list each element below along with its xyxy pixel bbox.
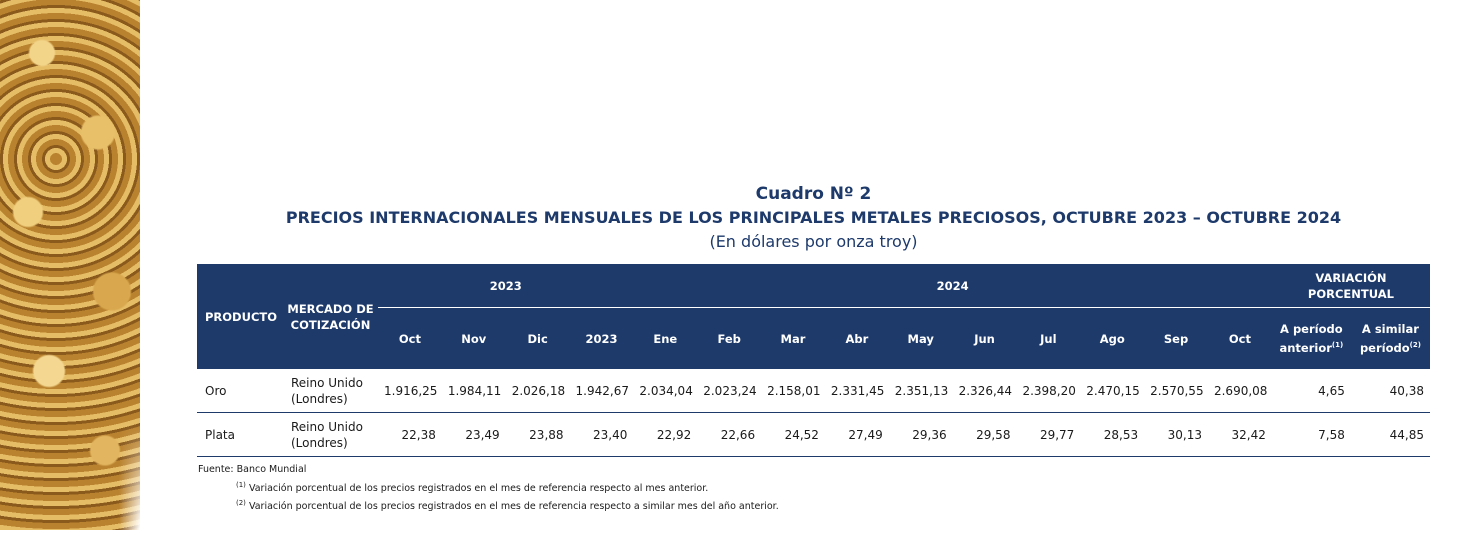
value: 22,92 (633, 412, 698, 457)
source: Fuente: Banco Mundial (198, 464, 307, 475)
gold-image (0, 0, 140, 530)
value: 23,49 (441, 412, 506, 457)
value: 2.470,15 (1080, 369, 1145, 413)
column-header: Nov (441, 307, 506, 369)
price-table: PRODUCTO MERCADO DE COTIZACIÓN 2023 2024 VAR… (197, 264, 1430, 457)
note-mark: (2) (1409, 341, 1421, 350)
note-mark: (2) (236, 499, 246, 508)
note-text: Variación porcentual de los precios regi… (248, 501, 779, 513)
value: 40,38 (1350, 369, 1430, 413)
titles: Cuadro Nº 2 PRECIOS INTERNACIONALES MENS… (197, 182, 1430, 254)
header-row: Oct Nov Dic 2023 Ene Feb Mar Abr May Jun Jul Ago Sep… (197, 307, 1430, 369)
value: 2.331,45 (824, 369, 889, 413)
value: 2.690,08 (1207, 369, 1272, 413)
column-header: Mar (761, 307, 825, 369)
header-cell: MERCADO DE COTIZACIÓN (283, 264, 378, 369)
header-row: PRODUCTO MERCADO DE COTIZACIÓN 2023 2024 VAR… (197, 264, 1430, 369)
value: 2.026,18 (505, 369, 570, 413)
note-mark: (1) (1331, 341, 1344, 350)
column-label: A similar período (1359, 322, 1419, 355)
column-header: Abr (824, 307, 889, 369)
value: 2.398,20 (1016, 369, 1081, 413)
table-body: Oro Reino Unido (Londres) 1.916,25 1.984,11… (197, 369, 1430, 457)
column-header: Feb (697, 307, 762, 369)
subtitle: PRECIOS INTERNACIONALES MENSUALES DE LOS… (285, 208, 1342, 227)
value: 2.351,13 (888, 369, 953, 413)
product: Oro (197, 369, 283, 413)
column-header: A período anterior(1) (1271, 307, 1351, 369)
footnote: (1) Variación porcentual de los precios … (198, 478, 779, 497)
column-header: Ene (633, 307, 698, 369)
column-header: Ago (1080, 307, 1145, 369)
value: 4,65 (1271, 369, 1351, 413)
title: Cuadro Nº 2 (755, 184, 872, 204)
value: 1.984,11 (441, 369, 506, 413)
column-header: May (888, 307, 953, 369)
market: Reino Unido (Londres) (283, 369, 378, 413)
market: Reino Unido (Londres) (283, 412, 378, 457)
value: 29,36 (888, 412, 953, 457)
value: 44,85 (1350, 412, 1430, 457)
table-header: PRODUCTO MERCADO DE COTIZACIÓN 2023 2024 VAR… (197, 264, 1430, 369)
value: 2.158,01 (761, 369, 825, 413)
group-header: VARIACIÓN PORCENTUAL (1271, 264, 1430, 308)
table-row: Plata Reino Unido (Londres) 22,38 23,49 23,8… (197, 412, 1430, 457)
footer: Fuente: Banco Mundial (1) Variación porc… (198, 463, 779, 515)
column-header: Oct (378, 307, 442, 369)
value: 23,88 (505, 412, 570, 457)
footnote: (2) Variación porcentual de los precios … (198, 496, 779, 515)
table-row: Oro Reino Unido (Londres) 1.916,25 1.984,11… (197, 369, 1430, 413)
unit: (En dólares por onza troy) (709, 232, 918, 251)
column-header: Jun (952, 307, 1017, 369)
value: 24,52 (761, 412, 825, 457)
column-header: Oct (1207, 307, 1272, 369)
group-header: 2023 (378, 264, 634, 308)
value: 2.023,24 (697, 369, 762, 413)
header-cell: PRODUCTO (197, 264, 283, 369)
value: 29,77 (1016, 412, 1081, 457)
column-header: Jul (1016, 307, 1081, 369)
column-label: A período anterior (1279, 322, 1343, 355)
column-header: Sep (1144, 307, 1208, 369)
value: 27,49 (824, 412, 889, 457)
value: 2.034,04 (633, 369, 698, 413)
value: 32,42 (1207, 412, 1272, 457)
column-header: A similar período(2) (1350, 307, 1430, 369)
value: 29,58 (952, 412, 1017, 457)
product: Plata (197, 412, 283, 457)
note-text: Variación porcentual de los precios regi… (248, 482, 709, 494)
value: 22,38 (378, 412, 442, 457)
group-header: 2024 (633, 264, 1272, 308)
value: 1.916,25 (378, 369, 442, 413)
value: 30,13 (1144, 412, 1208, 457)
value: 28,53 (1080, 412, 1145, 457)
value: 2.326,44 (952, 369, 1017, 413)
value: 23,40 (569, 412, 634, 457)
value: 22,66 (697, 412, 762, 457)
column-header: 2023 (569, 307, 634, 369)
value: 1.942,67 (569, 369, 634, 413)
value: 2.570,55 (1144, 369, 1208, 413)
column-header: Dic (505, 307, 570, 369)
note-mark: (1) (236, 480, 246, 489)
value: 7,58 (1271, 412, 1351, 457)
